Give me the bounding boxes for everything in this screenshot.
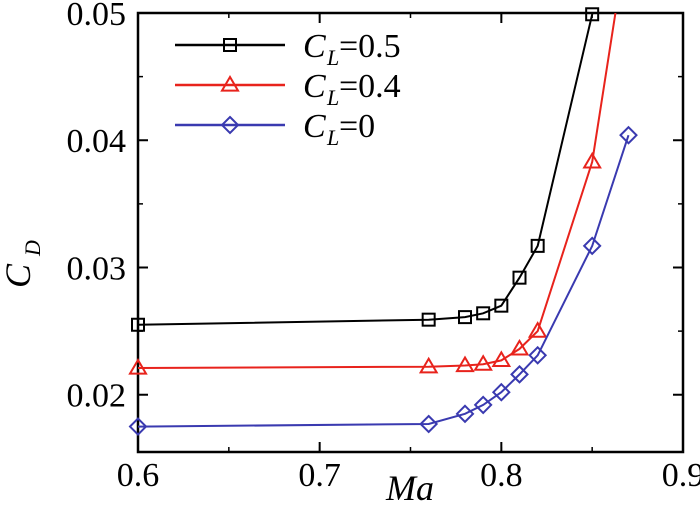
- legend-label-main: C: [303, 28, 326, 65]
- legend-label-sub: L: [326, 125, 339, 150]
- x-tick-label: 0.7: [298, 457, 341, 494]
- series-line: [138, 134, 630, 428]
- data-point: [458, 310, 472, 325]
- data-point: [528, 345, 548, 365]
- data-point: [582, 236, 602, 256]
- legend-label-value: =0.4: [339, 68, 401, 105]
- data-point: [494, 298, 509, 313]
- data-point: [527, 321, 548, 338]
- legend-item: C L =0: [175, 108, 375, 150]
- data-point: [512, 270, 527, 285]
- plot-frame: [136, 11, 685, 454]
- y-axis-label: C D: [0, 240, 45, 288]
- y-axis-label-sub: D: [20, 240, 45, 257]
- legend-label-value: =0: [339, 108, 375, 145]
- x-axis-ticks: 0.6 0.7 0.8 0.9: [117, 13, 700, 494]
- data-point: [619, 125, 638, 145]
- y-tick-label: 0.04: [67, 123, 127, 160]
- legend-label-value: =0.5: [339, 28, 401, 65]
- data-point: [585, 7, 600, 22]
- x-tick-label: 0.8: [480, 457, 523, 494]
- data-point: [455, 355, 475, 373]
- series-1: [128, 13, 617, 375]
- legend-label-sub: L: [326, 45, 339, 70]
- legend-marker: [220, 115, 240, 135]
- legend-label-main: C: [303, 68, 326, 105]
- data-point: [419, 414, 439, 434]
- legend-label-main: C: [303, 108, 326, 145]
- x-tick-label: 0.6: [117, 457, 160, 494]
- data-point: [476, 306, 491, 321]
- data-point: [128, 358, 148, 375]
- y-axis-label-main: C: [0, 263, 38, 288]
- series-line: [138, 13, 617, 369]
- series-line: [138, 13, 594, 326]
- data-point: [418, 356, 439, 374]
- series-2: [128, 125, 638, 436]
- data-point: [491, 382, 511, 402]
- data-point: [510, 364, 529, 384]
- y-axis-ticks: 0.02 0.03 0.04 0.05: [67, 0, 683, 415]
- data-point: [421, 312, 436, 327]
- legend-marker: [220, 75, 240, 92]
- data-point: [509, 338, 530, 356]
- y-tick-label: 0.02: [67, 378, 127, 415]
- legend-label-sub: L: [326, 85, 339, 110]
- data-point: [473, 395, 493, 415]
- data-point: [128, 417, 148, 436]
- legend: C L =0.5C L =0.4C L =0: [175, 28, 401, 150]
- legend-item: C L =0.4: [175, 68, 401, 110]
- legend-item: C L =0.5: [175, 28, 401, 70]
- plot-area: [136, 11, 685, 454]
- y-tick-label: 0.05: [67, 0, 127, 33]
- data-point: [491, 350, 512, 367]
- x-tick-label: 0.9: [662, 457, 700, 494]
- data-point: [582, 151, 602, 169]
- y-tick-label: 0.03: [67, 250, 127, 287]
- data-point: [473, 354, 493, 371]
- data-point: [530, 238, 545, 253]
- data-point: [455, 404, 475, 424]
- legend-marker: [223, 38, 237, 52]
- series-layer: [128, 7, 638, 436]
- x-axis-label: Ma: [385, 468, 434, 505]
